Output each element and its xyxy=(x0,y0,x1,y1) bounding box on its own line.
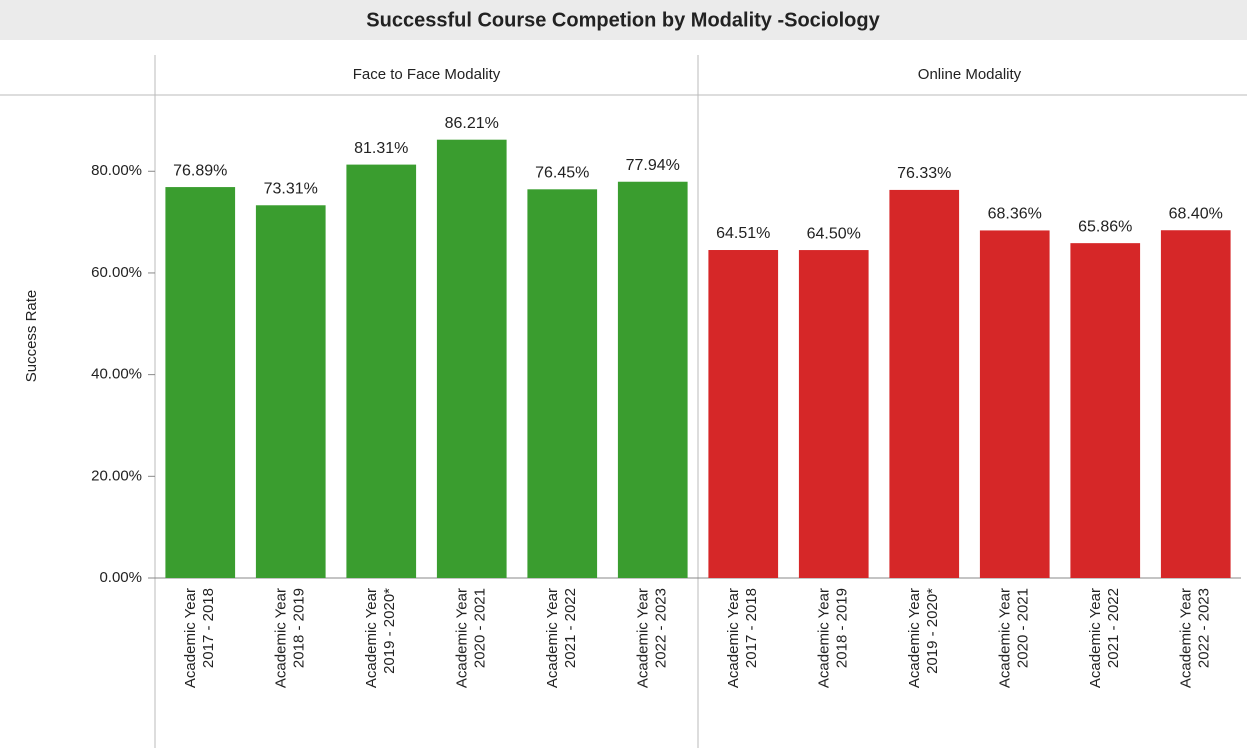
value-label: 76.33% xyxy=(897,165,951,182)
x-tick-label: Academic Year xyxy=(454,588,471,688)
x-tick-label: 2017 - 2018 xyxy=(743,588,760,668)
x-tick-label: 2018 - 2019 xyxy=(291,588,308,668)
bar xyxy=(708,250,779,578)
x-tick-label: Academic Year xyxy=(1087,588,1104,688)
x-tick-label: Academic Year xyxy=(725,588,742,688)
panel-header: Face to Face Modality xyxy=(353,66,501,83)
x-tick-label: 2021 - 2022 xyxy=(1105,588,1122,668)
x-tick-label: Academic Year xyxy=(906,588,923,688)
y-tick-label: 40.00% xyxy=(91,366,142,383)
x-tick-label: 2019 - 2020* xyxy=(381,588,398,674)
bar xyxy=(1160,230,1231,579)
value-label: 64.51% xyxy=(716,225,770,242)
value-label: 65.86% xyxy=(1078,218,1132,235)
panel-header: Online Modality xyxy=(918,66,1022,83)
value-label: 76.89% xyxy=(173,162,227,179)
bar xyxy=(436,139,507,578)
value-label: 77.94% xyxy=(626,157,680,174)
x-tick-label: Academic Year xyxy=(997,588,1014,688)
x-tick-label: Academic Year xyxy=(363,588,380,688)
x-tick-label: 2020 - 2021 xyxy=(1015,588,1032,668)
y-tick-label: 60.00% xyxy=(91,264,142,281)
bar xyxy=(1070,243,1141,578)
value-label: 73.31% xyxy=(264,180,318,197)
y-tick-label: 0.00% xyxy=(99,569,142,586)
y-axis-label: Success Rate xyxy=(23,290,40,383)
bar xyxy=(346,164,417,578)
bar xyxy=(527,189,598,578)
value-label: 81.31% xyxy=(354,140,408,157)
bar xyxy=(165,187,236,578)
bar xyxy=(979,230,1050,579)
x-tick-label: 2020 - 2021 xyxy=(472,588,489,668)
y-tick-label: 80.00% xyxy=(91,162,142,179)
bar xyxy=(617,181,688,578)
title-bar xyxy=(0,0,1247,40)
bar xyxy=(889,189,960,578)
x-tick-label: Academic Year xyxy=(273,588,290,688)
x-tick-label: Academic Year xyxy=(182,588,199,688)
value-label: 64.50% xyxy=(807,225,861,242)
x-tick-label: Academic Year xyxy=(1178,588,1195,688)
x-tick-label: 2021 - 2022 xyxy=(562,588,579,668)
x-tick-label: 2017 - 2018 xyxy=(200,588,217,668)
chart-title: Successful Course Competion by Modality … xyxy=(366,9,880,31)
value-label: 86.21% xyxy=(445,115,499,132)
value-label: 76.45% xyxy=(535,165,589,182)
x-tick-label: Academic Year xyxy=(816,588,833,688)
x-tick-label: Academic Year xyxy=(544,588,561,688)
x-tick-label: Academic Year xyxy=(635,588,652,688)
x-tick-label: 2022 - 2023 xyxy=(1196,588,1213,668)
x-tick-label: 2018 - 2019 xyxy=(834,588,851,668)
x-tick-label: 2019 - 2020* xyxy=(924,588,941,674)
y-tick-label: 20.00% xyxy=(91,467,142,484)
value-label: 68.40% xyxy=(1169,205,1223,222)
bar xyxy=(255,205,326,578)
bar xyxy=(798,250,869,578)
x-tick-label: 2022 - 2023 xyxy=(653,588,670,668)
value-label: 68.36% xyxy=(988,206,1042,223)
